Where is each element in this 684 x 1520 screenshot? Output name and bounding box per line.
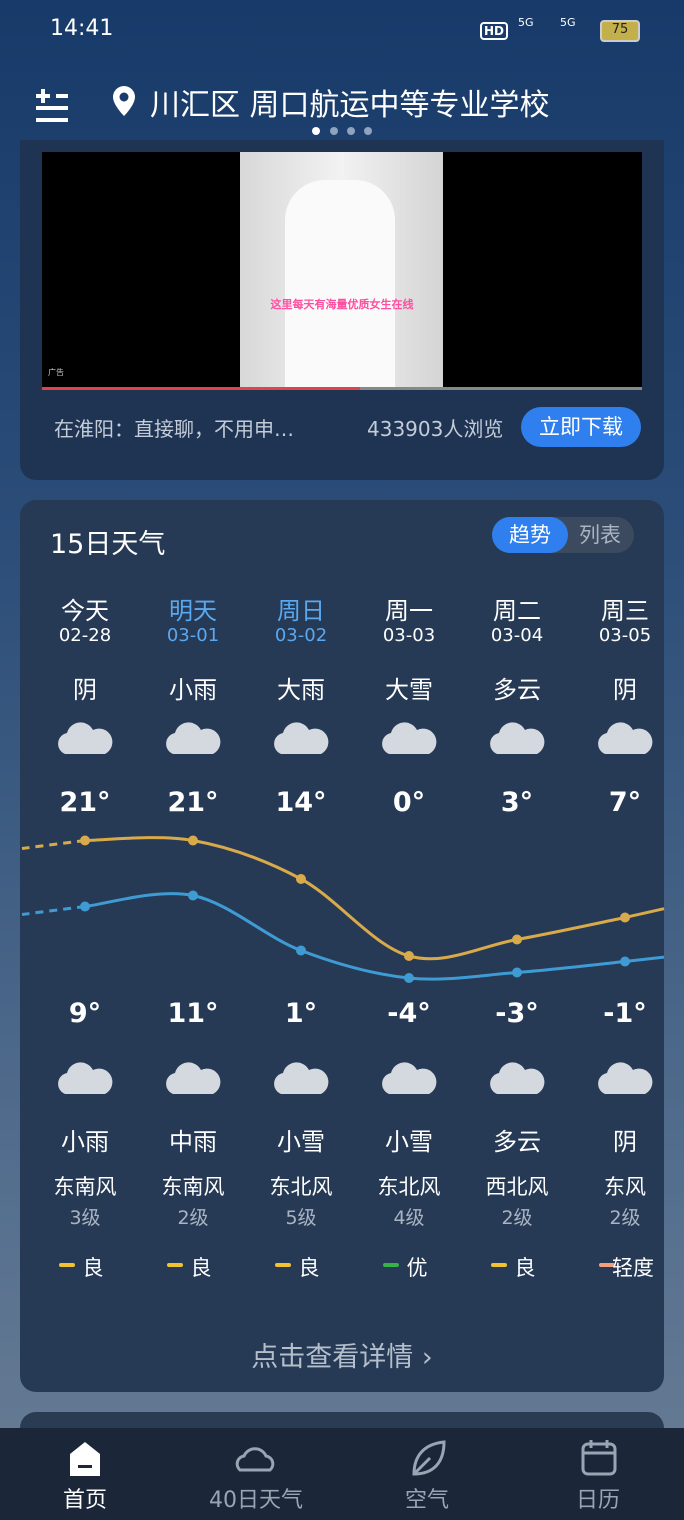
high-temp: 21°: [167, 787, 219, 818]
wind-dir: 东南风: [161, 1175, 225, 1199]
nav-item[interactable]: 日历: [575, 1488, 621, 1513]
day-date: 03-04: [490, 625, 544, 646]
day-name: 明天: [169, 597, 217, 625]
menu-icon: [36, 89, 68, 122]
day-date: 03-03: [382, 625, 436, 646]
ad-views: 433903人浏览: [367, 417, 504, 441]
aqi: 良: [514, 1256, 536, 1280]
night-weather: 多云: [493, 1128, 541, 1156]
tab-list[interactable]: 列表: [579, 523, 621, 547]
wind-dir: 东南风: [53, 1175, 117, 1199]
wind-level: 3级: [69, 1207, 101, 1229]
location: 川汇区 周口航运中等专业学校: [150, 88, 550, 123]
night-weather: 小雨: [61, 1128, 109, 1156]
low-temp: 1°: [284, 998, 318, 1029]
wind-level: 2级: [501, 1207, 533, 1229]
aqi: 轻度: [612, 1256, 654, 1280]
aqi: 良: [190, 1256, 212, 1280]
ad-figure: [285, 180, 395, 388]
aqi: 优: [406, 1256, 428, 1280]
ad-tag: 广告: [48, 368, 64, 377]
status-time: 14:41: [50, 16, 114, 41]
wind-dir: 东北风: [377, 1175, 441, 1199]
day-name: 周二: [493, 597, 541, 625]
night-weather: 小雪: [385, 1128, 433, 1156]
low-temp: -4°: [387, 998, 431, 1029]
day-name: 周三: [601, 597, 649, 625]
night-weather: 中雨: [169, 1128, 217, 1156]
pin-icon: [113, 86, 135, 116]
aqi: 良: [82, 1256, 104, 1280]
wind-dir: 东北风: [269, 1175, 333, 1199]
day-weather: 多云: [493, 676, 541, 704]
day-weather: 小雨: [169, 676, 217, 704]
wind-dir: 西北风: [485, 1175, 549, 1199]
forecast-title: 15日天气: [50, 529, 166, 560]
forecast-card: [20, 500, 664, 1392]
day-name: 周日: [277, 597, 325, 625]
day-date: 03-02: [274, 625, 328, 646]
nav-item[interactable]: 40日天气: [209, 1488, 303, 1513]
hd-icon: HD: [480, 22, 509, 40]
nav-item[interactable]: 首页: [62, 1488, 108, 1513]
low-temp: 11°: [167, 998, 219, 1029]
battery: 75: [600, 20, 640, 42]
night-weather: 小雪: [277, 1128, 325, 1156]
ad-caption: 这里每天有海量优质女生在线: [270, 298, 414, 311]
day-weather: 阴: [613, 676, 637, 704]
high-temp: 14°: [275, 787, 327, 818]
ad-text: 在淮阳：直接聊，不用申…: [54, 417, 294, 441]
high-temp: 21°: [59, 787, 111, 818]
high-temp: 7°: [608, 787, 642, 818]
download-button[interactable]: 立即下载: [521, 407, 641, 447]
net-label: 5G: [560, 16, 576, 29]
net-label: 5G: [518, 16, 534, 29]
progress-bar: [42, 387, 360, 390]
day-weather: 阴: [73, 676, 97, 704]
details-link[interactable]: 点击查看详情 ›: [251, 1342, 433, 1373]
day-date: 03-01: [166, 625, 220, 646]
nav-icons: [70, 1440, 617, 1476]
high-temp: 3°: [500, 787, 534, 818]
night-weather: 阴: [613, 1128, 637, 1156]
wind-dir: 东风: [604, 1175, 646, 1199]
wind-level: 2级: [609, 1207, 641, 1229]
day-name: 今天: [61, 597, 109, 625]
tab-trend[interactable]: 趋势: [492, 517, 568, 553]
low-temp: -3°: [495, 998, 539, 1029]
low-temp: -1°: [603, 998, 647, 1029]
aqi: 良: [298, 1256, 320, 1280]
wind-level: 4级: [393, 1207, 425, 1229]
bottom-nav: [0, 1428, 684, 1520]
day-weather: 大雨: [277, 676, 325, 704]
menu-button[interactable]: [32, 86, 72, 126]
page-dots: [312, 127, 372, 135]
nav-item[interactable]: 空气: [404, 1488, 450, 1513]
low-temp: 9°: [68, 998, 102, 1029]
wind-level: 5级: [285, 1207, 317, 1229]
wind-level: 2级: [177, 1207, 209, 1229]
day-weather: 大雪: [385, 676, 433, 704]
day-date: 03-05: [598, 625, 652, 646]
day-name: 周一: [385, 597, 433, 625]
high-temp: 0°: [392, 787, 426, 818]
day-date: 02-28: [58, 625, 112, 646]
